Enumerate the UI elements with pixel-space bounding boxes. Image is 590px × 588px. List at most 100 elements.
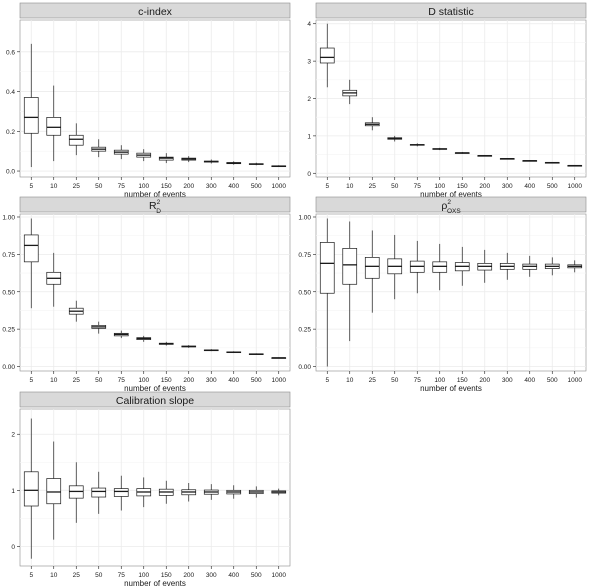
box-100 <box>432 243 448 291</box>
y-tick-label: 2 <box>11 432 15 439</box>
box-300 <box>203 349 219 352</box>
y-tick-label: 0.0 <box>6 169 15 176</box>
panel-strip <box>19 391 291 408</box>
box-iqr <box>68 134 84 146</box>
y-tick-label: 0.2 <box>6 129 15 136</box>
box-75 <box>409 143 425 147</box>
panel-title-subscript: OXS <box>447 208 461 215</box>
x-tick-label: 50 <box>95 377 103 384</box>
x-tick-label: 50 <box>95 183 103 190</box>
x-tick-label: 1000 <box>568 377 583 384</box>
box-iqr <box>364 257 380 279</box>
box-75 <box>113 330 129 339</box>
box-500 <box>544 257 560 276</box>
box-25 <box>68 300 84 322</box>
x-tick-label: 10 <box>346 377 354 384</box>
x-tick-label: 400 <box>228 183 239 190</box>
x-tick-label: 150 <box>161 377 172 384</box>
panel-strip <box>315 2 587 19</box>
y-tick-label: 0.50 <box>2 289 15 296</box>
box-25 <box>364 230 380 313</box>
box-75 <box>113 145 129 160</box>
box-300 <box>499 252 515 280</box>
box-5 <box>23 418 39 559</box>
box-iqr <box>113 488 129 497</box>
box-150 <box>158 341 174 346</box>
x-tick-label: 5 <box>29 183 33 190</box>
panel-strip <box>19 196 291 213</box>
x-tick-label: 50 <box>391 183 399 190</box>
box-iqr <box>432 261 448 273</box>
box-100 <box>136 477 152 508</box>
x-tick-label: 1000 <box>272 572 287 579</box>
box-5 <box>23 218 39 309</box>
box-400 <box>226 485 242 499</box>
box-10 <box>342 221 358 342</box>
x-axis-label: number of events <box>124 579 186 588</box>
box-500 <box>248 162 264 166</box>
x-tick-label: 150 <box>161 572 172 579</box>
box-400 <box>522 160 538 162</box>
panel-title: D statistic <box>428 6 474 18</box>
box-10 <box>46 85 62 162</box>
box-5 <box>319 23 335 88</box>
box-1000 <box>271 165 287 168</box>
x-tick-label: 1000 <box>272 377 287 384</box>
panel-title-text: ρ <box>441 200 447 212</box>
x-tick-label: 1000 <box>272 183 287 190</box>
plot-area <box>315 213 587 372</box>
y-tick-label: 0.6 <box>6 49 15 56</box>
panel-title-text: c-index <box>138 6 173 18</box>
x-tick-label: 25 <box>73 377 81 384</box>
y-tick-label: 0.00 <box>298 364 311 371</box>
panel-strip <box>19 2 291 19</box>
box-100 <box>432 147 448 151</box>
box-iqr <box>342 248 358 285</box>
box-iqr <box>319 242 335 294</box>
x-tick-label: 500 <box>251 377 262 384</box>
box-25 <box>364 117 380 131</box>
panel-4: ρ2 OXS 0.00 0.25 0.50 0.75 1.00 5 10 25 50 75 100 150… <box>298 196 587 393</box>
x-tick-label: 100 <box>434 377 445 384</box>
box-300 <box>499 158 515 160</box>
box-50 <box>91 139 107 158</box>
x-tick-label: 300 <box>502 183 513 190</box>
x-tick-label: 75 <box>118 572 126 579</box>
y-tick-label: 4 <box>307 21 311 28</box>
box-1000 <box>271 357 287 359</box>
x-tick-label: 500 <box>547 183 558 190</box>
box-200 <box>477 249 493 283</box>
y-tick-label: 0.4 <box>6 89 15 96</box>
panel-strip <box>315 196 587 213</box>
panel-title-text: Calibration slope <box>116 395 194 407</box>
y-tick-label: 0.75 <box>2 252 15 259</box>
x-tick-label: 300 <box>502 377 513 384</box>
x-tick-label: 5 <box>325 377 329 384</box>
box-1000 <box>567 260 583 273</box>
box-25 <box>68 462 84 523</box>
y-tick-label: 1.00 <box>298 214 311 221</box>
x-axis-label: number of events <box>420 384 482 393</box>
box-iqr <box>91 487 107 498</box>
box-150 <box>158 153 174 164</box>
box-5 <box>319 218 335 367</box>
box-300 <box>203 484 219 500</box>
x-tick-label: 400 <box>524 183 535 190</box>
x-tick-label: 25 <box>369 183 377 190</box>
x-tick-label: 500 <box>547 377 558 384</box>
y-tick-label: 1.00 <box>2 214 15 221</box>
x-tick-label: 150 <box>161 183 172 190</box>
x-tick-label: 500 <box>251 183 262 190</box>
box-100 <box>136 335 152 342</box>
box-300 <box>203 159 219 164</box>
y-tick-label: 1 <box>307 133 311 140</box>
x-tick-label: 10 <box>50 377 58 384</box>
x-tick-label: 300 <box>206 183 217 190</box>
box-50 <box>91 471 107 514</box>
y-tick-label: 0 <box>307 171 311 178</box>
panel-title: c-index <box>138 6 173 18</box>
box-5 <box>23 43 39 168</box>
x-tick-label: 200 <box>183 377 194 384</box>
x-tick-label: 5 <box>325 183 329 190</box>
